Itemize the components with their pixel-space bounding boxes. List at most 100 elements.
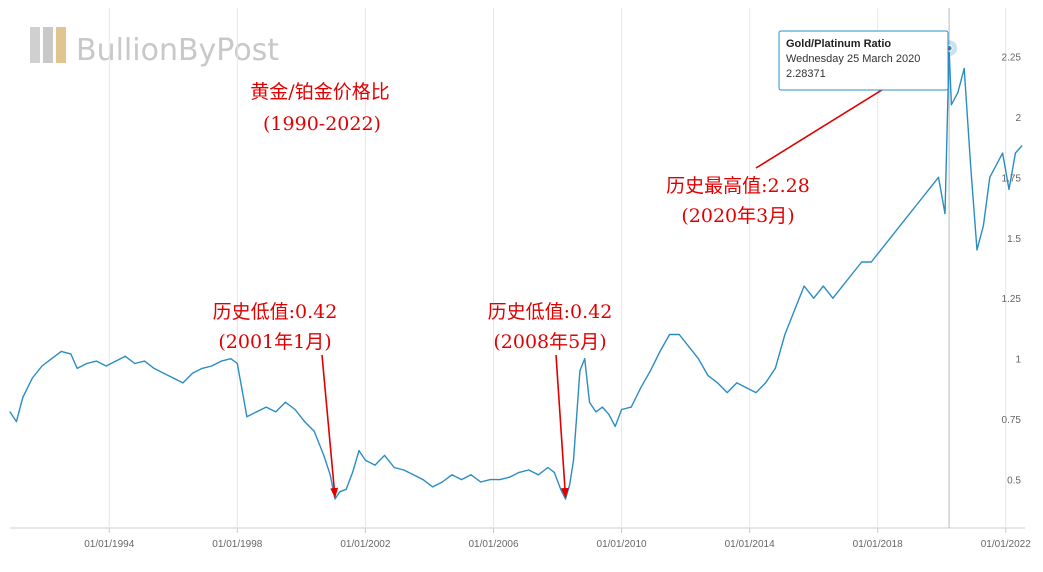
series-point bbox=[105, 365, 107, 367]
series-point bbox=[899, 225, 901, 227]
series-point bbox=[595, 411, 597, 413]
series-point bbox=[774, 367, 776, 369]
series-point bbox=[470, 474, 472, 476]
series-point bbox=[717, 382, 719, 384]
series-point bbox=[889, 237, 892, 239]
series-point bbox=[950, 104, 952, 106]
series-point bbox=[143, 360, 146, 362]
x-tick-label: 01/01/2006 bbox=[468, 539, 518, 550]
series-point bbox=[937, 176, 940, 178]
series-point bbox=[86, 362, 88, 365]
series-point bbox=[339, 491, 341, 493]
x-tick-label: 01/01/2018 bbox=[853, 539, 903, 550]
series-point bbox=[422, 479, 424, 481]
series-point bbox=[364, 459, 367, 461]
series-point bbox=[358, 450, 360, 452]
series-point bbox=[499, 479, 501, 481]
series-point bbox=[553, 471, 555, 473]
series-point bbox=[236, 362, 238, 365]
x-tick-label: 01/01/1994 bbox=[84, 539, 134, 550]
series-point bbox=[822, 285, 824, 287]
series-point bbox=[707, 375, 709, 377]
tooltip-box bbox=[778, 30, 949, 91]
series-point bbox=[572, 459, 575, 461]
series-point bbox=[982, 225, 984, 227]
y-tick-label: 1.25 bbox=[1002, 294, 1022, 305]
series-point bbox=[220, 360, 222, 362]
y-tick-label: 2 bbox=[1015, 113, 1021, 124]
data-tooltip: Gold/Platinum Ratio Wednesday 25 March 2… bbox=[778, 30, 949, 91]
series-point bbox=[989, 176, 991, 178]
x-tick-label: 01/01/2010 bbox=[597, 539, 647, 550]
annotation-low-2001-line2: (2001年1月) bbox=[218, 331, 331, 353]
series-point bbox=[403, 469, 405, 471]
series-point bbox=[153, 367, 155, 369]
series-point bbox=[630, 406, 632, 408]
series-point bbox=[784, 333, 786, 336]
series-point bbox=[163, 372, 165, 374]
series-point bbox=[303, 420, 306, 423]
series-point bbox=[255, 411, 258, 413]
bullionbypost-logo: BullionByPost bbox=[30, 27, 279, 68]
annotation-high-2020-line1: 历史最高值:2.28 bbox=[666, 175, 810, 197]
y-tick-label: 1.5 bbox=[1007, 234, 1021, 245]
series-point bbox=[275, 411, 277, 413]
tooltip-title: Gold/Platinum Ratio bbox=[786, 38, 891, 50]
series-point bbox=[230, 358, 232, 360]
series-point bbox=[736, 382, 738, 384]
chart-subtitle: (1990-2022) bbox=[263, 113, 381, 135]
series-point bbox=[284, 401, 286, 403]
series-point bbox=[313, 430, 315, 432]
series-point bbox=[480, 481, 482, 483]
series-point bbox=[115, 360, 117, 362]
series-point bbox=[508, 476, 511, 478]
x-tick-label: 01/01/2014 bbox=[725, 539, 775, 550]
x-tick-label: 01/01/2022 bbox=[981, 539, 1031, 550]
series-point bbox=[374, 464, 376, 466]
series-point bbox=[909, 212, 911, 215]
series-point bbox=[995, 164, 997, 166]
series-point bbox=[294, 408, 296, 411]
series-point bbox=[803, 285, 805, 287]
series-point bbox=[124, 355, 126, 357]
series-point bbox=[969, 164, 972, 166]
series-point bbox=[976, 249, 978, 251]
annotation-arrow bbox=[321, 354, 339, 498]
series-point bbox=[560, 488, 562, 490]
series-point bbox=[620, 408, 623, 411]
series-point bbox=[547, 466, 549, 469]
series-point bbox=[246, 416, 248, 418]
series-point bbox=[678, 333, 680, 336]
series-point bbox=[1001, 152, 1004, 154]
series-point bbox=[841, 285, 844, 287]
tooltip-date: Wednesday 25 March 2020 bbox=[786, 53, 920, 65]
series-point bbox=[918, 200, 920, 203]
series-point bbox=[182, 382, 184, 384]
series-point bbox=[793, 309, 796, 311]
grid bbox=[10, 8, 1025, 529]
x-axis-ticks: 01/01/1994 01/01/1998 01/01/2002 01/01/2006… bbox=[84, 528, 1031, 550]
series-point bbox=[944, 212, 946, 215]
series-point bbox=[329, 474, 331, 476]
series-point bbox=[384, 454, 386, 457]
series-point bbox=[755, 391, 757, 394]
series-point bbox=[1014, 152, 1016, 154]
series-point bbox=[614, 425, 616, 428]
series-point bbox=[51, 358, 53, 360]
series-point bbox=[861, 261, 863, 263]
y-tick-label: 1 bbox=[1015, 355, 1021, 366]
series-point bbox=[460, 479, 463, 481]
series-point bbox=[95, 360, 98, 362]
chart-title: 黄金/铂金价格比 bbox=[250, 81, 389, 103]
series-point bbox=[880, 249, 882, 251]
y-tick-label: 0.75 bbox=[1002, 415, 1022, 426]
y-tick-label: 2.25 bbox=[1002, 52, 1022, 63]
series-point bbox=[31, 377, 34, 379]
annotation-layer bbox=[321, 47, 950, 498]
series-point bbox=[15, 420, 18, 423]
series-point bbox=[393, 466, 395, 469]
series-point bbox=[76, 367, 78, 369]
series-point bbox=[70, 353, 72, 355]
series-point bbox=[601, 406, 603, 408]
